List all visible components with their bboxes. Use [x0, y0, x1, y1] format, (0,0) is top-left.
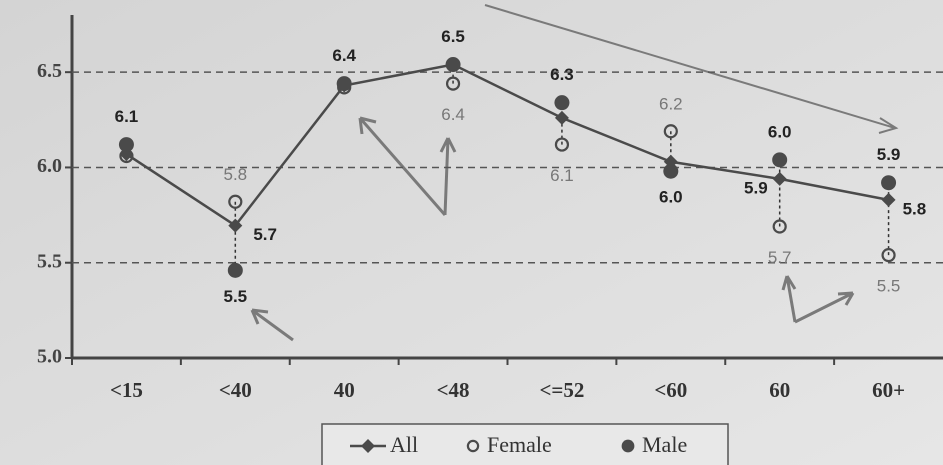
diamond-marker	[361, 439, 375, 453]
y-tick-label: 5.0	[37, 346, 62, 368]
data-label: 6.4	[441, 105, 465, 124]
legend: All Female Male	[321, 423, 729, 465]
diamond-marker	[772, 171, 787, 186]
series-line	[125, 63, 889, 228]
filled-circle-marker	[118, 137, 134, 153]
data-label: 6.5	[441, 27, 465, 46]
data-label: 6.3	[550, 65, 574, 84]
x-tick-label: 40	[334, 378, 355, 402]
data-label: 6.1	[115, 107, 139, 126]
diamond-marker	[228, 218, 243, 233]
x-tick-label: 60+	[872, 378, 905, 402]
filled-circle-marker	[663, 163, 679, 179]
legend-item: All	[350, 432, 418, 457]
data-label: 5.9	[744, 178, 768, 197]
open-circle-marker	[554, 137, 570, 152]
open-circle-marker	[445, 76, 461, 91]
filled-circle-marker	[336, 76, 352, 92]
data-label: 5.7	[253, 225, 277, 244]
filled-circle-marker	[554, 95, 570, 111]
x-tick-label: <15	[110, 378, 143, 402]
open-circle-marker	[881, 248, 896, 263]
x-tick-label: <=52	[539, 378, 584, 402]
data-label: 6.2	[659, 95, 683, 114]
legend-label: All	[390, 432, 418, 457]
filled-circle-marker	[621, 439, 635, 453]
data-label: 5.7	[768, 248, 792, 267]
diamond-marker	[881, 192, 896, 207]
filled-circle-marker	[445, 57, 461, 73]
x-tick-label: <60	[654, 378, 687, 402]
open-circle-marker	[466, 439, 480, 453]
legend-label: Male	[642, 432, 687, 457]
data-label: 6.4	[332, 46, 356, 65]
y-tick-label: 6.0	[37, 155, 62, 177]
filled-circle-marker	[881, 175, 897, 191]
data-label: 6.0	[768, 122, 792, 141]
open-circle-marker	[772, 219, 787, 234]
filled-circle-marker	[227, 262, 243, 278]
x-tick-label: 60	[769, 378, 790, 402]
x-tick-label: <40	[219, 378, 252, 402]
y-tick-label: 5.5	[37, 250, 62, 272]
decorative-arrows	[250, 4, 899, 342]
diamond-marker	[554, 110, 569, 125]
filled-circle-marker	[772, 152, 788, 168]
x-tick-label: <48	[437, 378, 470, 402]
open-circle-marker	[228, 194, 243, 209]
legend-item: Male	[621, 432, 687, 457]
data-label: 5.8	[903, 199, 927, 218]
data-label: 5.8	[223, 165, 247, 184]
open-circle-marker	[663, 124, 678, 139]
data-label: 6.0	[659, 188, 683, 207]
legend-label: Female	[487, 432, 552, 457]
data-label: 5.5	[877, 277, 901, 296]
legend-box	[321, 423, 729, 465]
data-label: 5.5	[223, 287, 247, 306]
legend-item: Female	[466, 432, 552, 457]
data-label: 6.1	[550, 166, 574, 185]
y-tick-label: 6.5	[37, 60, 62, 82]
data-label: 5.9	[877, 145, 901, 164]
